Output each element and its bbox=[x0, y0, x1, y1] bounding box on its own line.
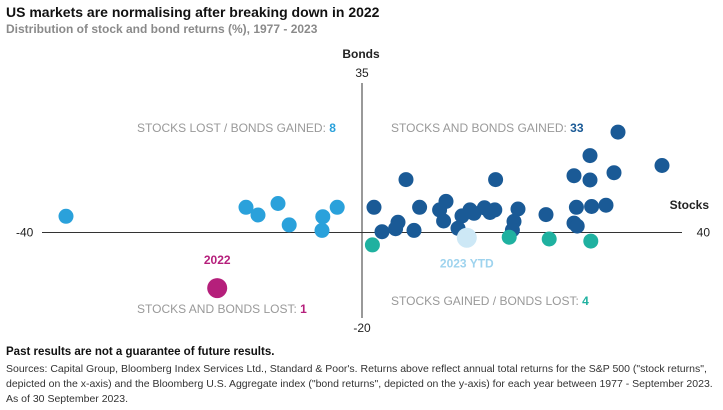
x-axis-label: Stocks bbox=[670, 198, 710, 212]
scatter-point bbox=[538, 207, 554, 223]
chart-title: US markets are normalising after breakin… bbox=[6, 4, 380, 20]
scatter-point bbox=[374, 224, 390, 240]
scatter-point bbox=[58, 208, 74, 224]
scatter-point bbox=[329, 199, 345, 215]
quadrant-label-text: STOCKS GAINED / BONDS LOST: bbox=[391, 294, 582, 308]
scatter-point bbox=[487, 202, 503, 218]
scatter-point bbox=[315, 209, 331, 225]
scatter-point bbox=[412, 199, 428, 215]
scatter-point bbox=[456, 227, 477, 248]
scatter-point bbox=[610, 124, 626, 140]
scatter-point bbox=[568, 199, 584, 215]
y-tick-min: -20 bbox=[353, 321, 371, 335]
quadrant-label-text: STOCKS AND BONDS GAINED: bbox=[391, 121, 570, 135]
scatter-point bbox=[366, 199, 382, 215]
scatter-point bbox=[569, 218, 585, 234]
scatter-point bbox=[281, 217, 297, 233]
scatter-point bbox=[436, 213, 452, 229]
scatter-point bbox=[238, 199, 254, 215]
quadrant-label-count: 1 bbox=[300, 302, 307, 316]
scatter-point bbox=[501, 229, 517, 245]
scatter-point bbox=[454, 208, 470, 224]
scatter-point bbox=[582, 172, 598, 188]
scatter-point bbox=[466, 205, 482, 221]
scatter-point bbox=[583, 233, 599, 249]
chart-subtitle: Distribution of stock and bond returns (… bbox=[6, 22, 318, 36]
scatter-point bbox=[606, 165, 622, 181]
scatter-point bbox=[207, 278, 228, 299]
scatter-point bbox=[398, 172, 414, 188]
y-axis-label: Bonds bbox=[342, 47, 380, 61]
x-tick-min: -40 bbox=[16, 226, 34, 240]
scatter-point bbox=[364, 237, 380, 253]
x-tick-max: 40 bbox=[697, 226, 711, 240]
scatter-point bbox=[388, 221, 404, 237]
quadrant-label-stocks-and-bonds-gained: STOCKS AND BONDS GAINED: 33 bbox=[391, 121, 584, 135]
scatter-point bbox=[584, 199, 600, 214]
quadrant-label-stocks-lost-bonds-gained: STOCKS LOST / BONDS GAINED: 8 bbox=[137, 121, 336, 135]
data-points bbox=[58, 124, 670, 299]
scatter-point bbox=[314, 222, 330, 238]
annotation-2023-ytd: 2023 YTD bbox=[440, 257, 494, 271]
scatter-point bbox=[566, 168, 582, 184]
quadrant-label-text: STOCKS AND BONDS LOST: bbox=[137, 302, 300, 316]
scatter-point bbox=[654, 158, 670, 173]
y-tick-max: 35 bbox=[355, 66, 369, 80]
scatter-point bbox=[541, 231, 557, 247]
scatter-point bbox=[510, 201, 526, 217]
scatter-chart: Bonds Stocks 35 -20 -40 40 STOCKS LOST /… bbox=[16, 47, 711, 335]
quadrant-label-count: 8 bbox=[329, 121, 336, 135]
sources-note: Sources: Capital Group, Bloomberg Index … bbox=[6, 363, 713, 405]
scatter-point bbox=[406, 222, 422, 238]
quadrant-label-count: 33 bbox=[570, 121, 584, 135]
scatter-point bbox=[250, 207, 266, 223]
annotation-2022: 2022 bbox=[204, 253, 231, 267]
quadrant-label-text: STOCKS LOST / BONDS GAINED: bbox=[137, 121, 329, 135]
scatter-point bbox=[582, 148, 598, 164]
scatter-point bbox=[270, 196, 286, 211]
quadrant-label-stocks-gained-bonds-lost: STOCKS GAINED / BONDS LOST: 4 bbox=[391, 294, 589, 308]
scatter-point bbox=[488, 172, 504, 188]
quadrant-label-stocks-and-bonds-lost: STOCKS AND BONDS LOST: 1 bbox=[137, 302, 307, 316]
disclaimer: Past results are not a guarantee of futu… bbox=[6, 346, 275, 358]
scatter-point bbox=[598, 197, 614, 213]
quadrant-label-count: 4 bbox=[582, 294, 589, 308]
